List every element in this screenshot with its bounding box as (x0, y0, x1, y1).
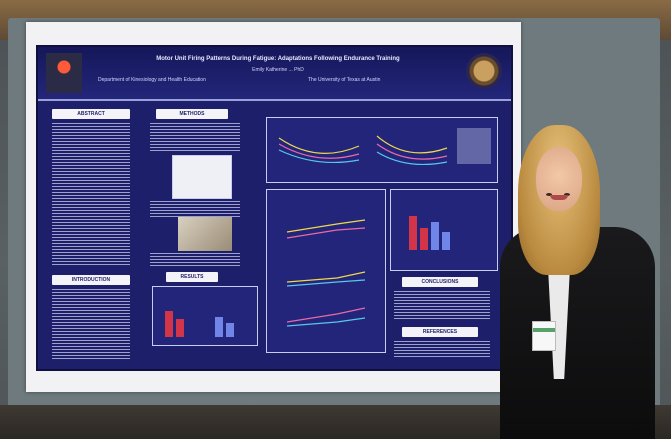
summary-bar-figure (390, 189, 498, 271)
curve (286, 279, 366, 287)
bar (409, 216, 417, 250)
firing-rate-figure (266, 189, 386, 353)
section-results: RESULTS (166, 272, 218, 282)
bar (442, 232, 450, 250)
curve (376, 151, 448, 166)
section-references: REFERENCES (402, 327, 478, 337)
curve (376, 143, 448, 160)
curve (286, 317, 366, 327)
badge-stripe (533, 328, 555, 332)
abstract-text (52, 123, 130, 267)
poster-authors: Emily Katherine ... PhD (252, 67, 304, 73)
presenter-woman (500, 125, 655, 439)
section-introduction: INTRODUCTION (52, 275, 130, 285)
section-conclusions: CONCLUSIONS (402, 277, 478, 287)
bar (215, 317, 223, 337)
firing-rate-curves (286, 219, 366, 327)
references-text (394, 341, 490, 359)
lighthouse-logo-icon (46, 53, 82, 93)
summary-bars (409, 202, 450, 250)
curve (286, 271, 366, 283)
poster-university: The University of Texas at Austin (308, 77, 381, 83)
methods-text-2 (150, 201, 240, 217)
poster-header: Motor Unit Firing Patterns During Fatigu… (38, 47, 511, 101)
introduction-text (52, 289, 130, 361)
curve (278, 143, 360, 159)
bar (431, 222, 439, 250)
poster-title: Motor Unit Firing Patterns During Fatigu… (156, 56, 400, 62)
curve (286, 219, 366, 233)
fatigue-curves-figure (266, 117, 498, 183)
bar (420, 228, 428, 250)
section-methods: METHODS (156, 109, 228, 119)
right-eye (564, 193, 570, 196)
methods-photo (178, 217, 232, 251)
curve (278, 149, 360, 164)
bar-group-b (215, 297, 234, 337)
university-seal-icon (466, 53, 502, 89)
curve (286, 227, 366, 239)
left-eye (546, 193, 552, 196)
poster-department: Department of Kinesiology and Health Edu… (98, 77, 206, 83)
name-badge (532, 321, 556, 351)
legend-box (457, 128, 491, 164)
bar (165, 311, 173, 337)
fatigue-curves (278, 128, 491, 166)
smile (550, 195, 568, 200)
results-bar-figure (152, 286, 258, 346)
curve (286, 307, 366, 323)
section-abstract: ABSTRACT (52, 109, 130, 119)
bar (176, 319, 184, 337)
bar-group-a (165, 297, 184, 337)
methods-text (150, 123, 240, 151)
curve (278, 137, 360, 154)
conclusions-text (394, 291, 490, 321)
face (536, 147, 582, 211)
bar (226, 323, 234, 337)
methods-text-3 (150, 253, 240, 267)
methods-figure (172, 155, 232, 199)
curve (376, 135, 448, 154)
research-poster: Motor Unit Firing Patterns During Fatigu… (36, 45, 513, 371)
